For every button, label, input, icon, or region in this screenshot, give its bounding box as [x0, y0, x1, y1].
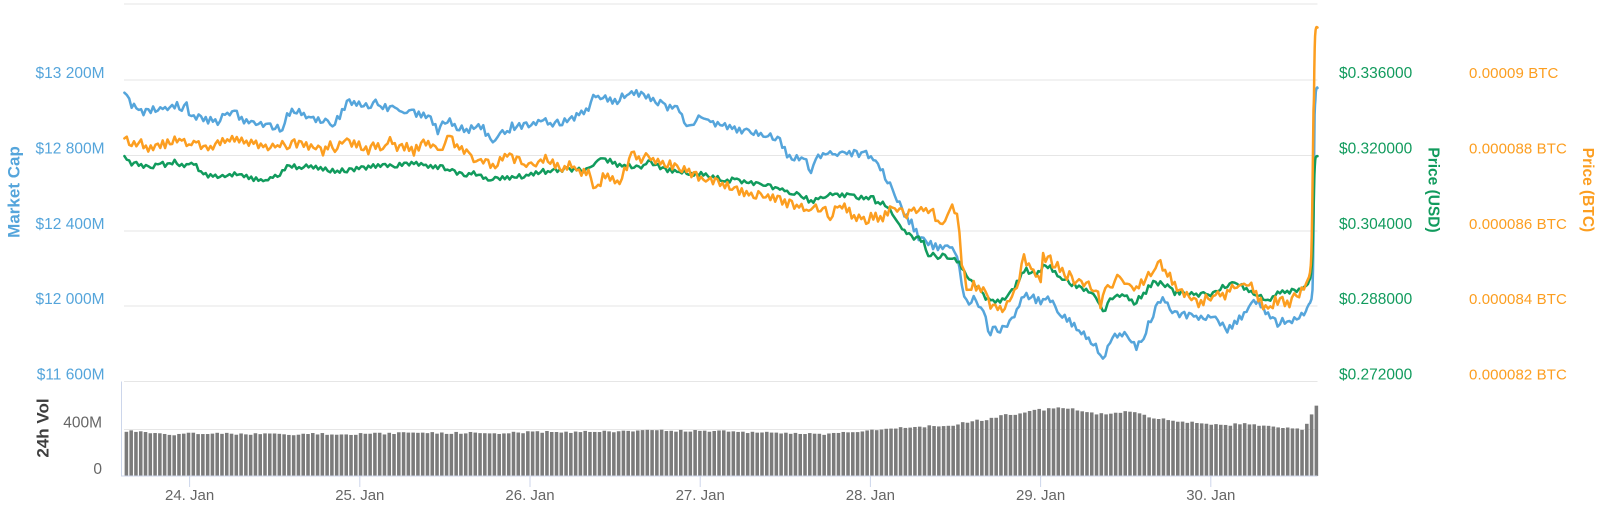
svg-text:Market Cap: Market Cap: [4, 146, 23, 238]
svg-text:0.000082 BTC: 0.000082 BTC: [1469, 367, 1567, 384]
svg-text:28. Jan: 28. Jan: [846, 487, 895, 504]
svg-text:$12 800M: $12 800M: [36, 141, 105, 158]
svg-text:29. Jan: 29. Jan: [1016, 487, 1065, 504]
svg-text:$0.272000: $0.272000: [1339, 367, 1413, 384]
svg-text:25. Jan: 25. Jan: [335, 487, 384, 504]
svg-text:0.000088 BTC: 0.000088 BTC: [1469, 141, 1567, 158]
svg-text:26. Jan: 26. Jan: [505, 487, 554, 504]
svg-text:Price (USD): Price (USD): [1424, 147, 1441, 232]
svg-text:24h Vol: 24h Vol: [34, 398, 53, 457]
svg-text:$11 600M: $11 600M: [37, 367, 105, 384]
svg-text:$13 200M: $13 200M: [36, 65, 105, 82]
svg-text:0.000086 BTC: 0.000086 BTC: [1469, 216, 1567, 233]
svg-text:$0.288000: $0.288000: [1339, 291, 1413, 308]
svg-text:24. Jan: 24. Jan: [165, 487, 214, 504]
svg-text:$0.336000: $0.336000: [1339, 65, 1413, 82]
svg-text:0.000084 BTC: 0.000084 BTC: [1469, 291, 1567, 308]
svg-text:400M: 400M: [63, 415, 102, 432]
svg-text:30. Jan: 30. Jan: [1186, 487, 1235, 504]
svg-text:$12 400M: $12 400M: [36, 216, 105, 233]
svg-text:0: 0: [93, 461, 102, 478]
svg-text:0.00009 BTC: 0.00009 BTC: [1469, 65, 1559, 82]
svg-text:$0.320000: $0.320000: [1339, 141, 1413, 158]
svg-text:$0.304000: $0.304000: [1339, 216, 1413, 233]
svg-text:$12 000M: $12 000M: [36, 291, 105, 308]
svg-text:Price (BTC): Price (BTC): [1579, 148, 1596, 232]
svg-text:27. Jan: 27. Jan: [676, 487, 725, 504]
